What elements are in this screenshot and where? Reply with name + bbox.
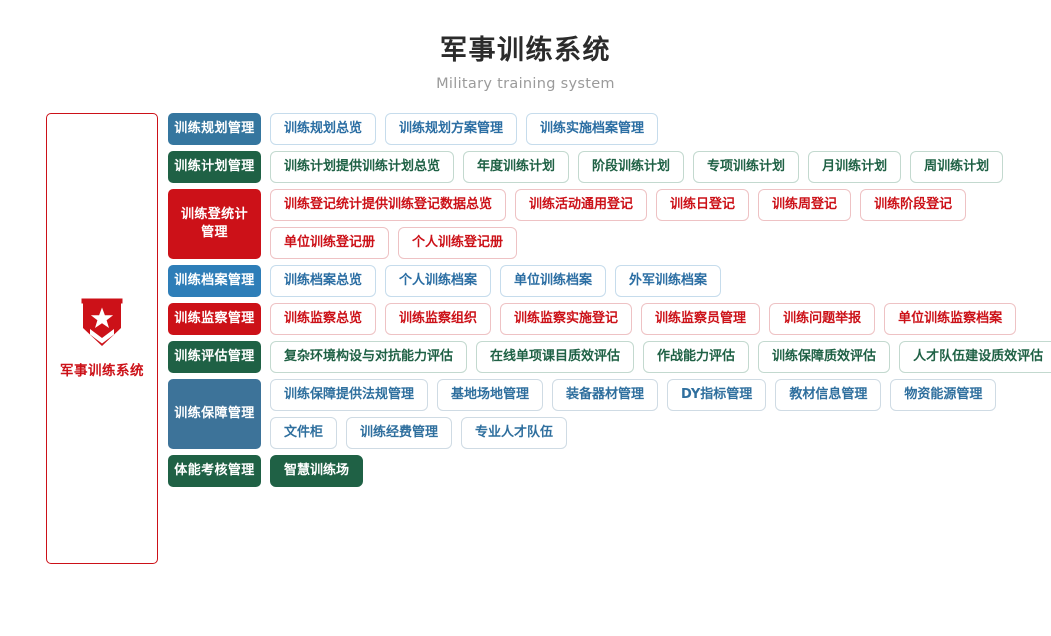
- module-item-button[interactable]: 训练保障质效评估: [758, 340, 891, 373]
- module-item-button[interactable]: 训练监察总览: [270, 302, 377, 335]
- module-row: 训练规划管理 训练规划总览 训练规划方案管理 训练实施档案管理: [168, 112, 1051, 145]
- module-item-button[interactable]: 单位训练监察档案: [884, 302, 1017, 335]
- module-item-button[interactable]: 训练计划提供训练计划总览: [270, 150, 455, 183]
- module-category-button[interactable]: 训练登统计 管理: [168, 188, 261, 259]
- module-item-line: 训练档案总览 个人训练档案 单位训练档案 外军训练档案: [270, 264, 1051, 297]
- module-item-button[interactable]: 年度训练计划: [463, 150, 570, 183]
- module-row: 训练评估管理 复杂环境构设与对抗能力评估 在线单项课目质效评估 作战能力评估 训练保障质…: [168, 340, 1051, 373]
- module-item-group: 训练保障提供法规管理 基地场地管理 装备器材管理 DY指标管理 教材信息管理 物资能源管理…: [270, 378, 1051, 449]
- module-row: 训练监察管理 训练监察总览 训练监察组织 训练监察实施登记 训练监察员管理 训练问题举报单…: [168, 302, 1051, 335]
- module-item-button[interactable]: 月训练计划: [808, 150, 902, 183]
- module-category-button[interactable]: 训练评估管理: [168, 340, 261, 373]
- module-item-button[interactable]: 作战能力评估: [643, 340, 750, 373]
- module-item-group: 训练规划总览 训练规划方案管理 训练实施档案管理: [270, 112, 1051, 145]
- module-item-button[interactable]: 训练档案总览: [270, 264, 377, 297]
- module-item-line: 文件柜 训练经费管理 专业人才队伍: [270, 416, 1051, 449]
- module-item-button[interactable]: 训练保障提供法规管理: [270, 378, 429, 411]
- module-item-button[interactable]: 装备器材管理: [552, 378, 659, 411]
- sidebar: 军事训练系统: [46, 112, 158, 564]
- page-header: 军事训练系统 Military training system: [0, 0, 1051, 92]
- module-item-line: 训练登记统计提供训练登记数据总览 训练活动通用登记 训练日登记 训练周登记 训练阶段登记: [270, 188, 1051, 221]
- module-row: 训练计划管理 训练计划提供训练计划总览 年度训练计划 阶段训练计划 专项训练计划 月训练计…: [168, 150, 1051, 183]
- module-item-button[interactable]: 阶段训练计划: [578, 150, 685, 183]
- module-item-line: 训练保障提供法规管理 基地场地管理 装备器材管理 DY指标管理 教材信息管理 物资能源管理: [270, 378, 1051, 411]
- module-item-line: 训练监察总览 训练监察组织 训练监察实施登记 训练监察员管理 训练问题举报 单位训练监察档…: [270, 302, 1051, 335]
- module-item-button[interactable]: 训练阶段登记: [860, 188, 967, 221]
- module-item-button[interactable]: 文件柜: [270, 416, 338, 449]
- module-row: 训练保障管理 训练保障提供法规管理 基地场地管理 装备器材管理 DY指标管理 教材信息管理…: [168, 378, 1051, 449]
- module-category-button[interactable]: 训练规划管理: [168, 112, 261, 145]
- module-item-button[interactable]: 教材信息管理: [775, 378, 882, 411]
- module-item-button[interactable]: 个人训练登记册: [398, 226, 518, 259]
- page-title: 军事训练系统: [440, 35, 611, 66]
- page-body: 军事训练系统 训练规划管理 训练规划总览 训练规划方案管理 训练实施档案管理 训练计划管…: [0, 92, 1051, 564]
- module-row: 体能考核管理 智慧训练场: [168, 454, 1051, 487]
- module-rows: 训练规划管理 训练规划总览 训练规划方案管理 训练实施档案管理 训练计划管理 训练计划提供…: [168, 112, 1051, 493]
- module-item-button[interactable]: 训练日登记: [656, 188, 750, 221]
- module-item-button[interactable]: 专项训练计划: [693, 150, 800, 183]
- module-item-button[interactable]: 训练问题举报: [769, 302, 876, 335]
- sidebar-system-name: 军事训练系统: [60, 362, 144, 379]
- module-item-button[interactable]: 物资能源管理: [890, 378, 997, 411]
- module-item-button[interactable]: DY指标管理: [667, 378, 767, 411]
- module-item-line: 单位训练登记册 个人训练登记册: [270, 226, 1051, 259]
- module-item-button[interactable]: 训练监察实施登记: [500, 302, 633, 335]
- module-category-button[interactable]: 训练计划管理: [168, 150, 261, 183]
- module-item-button[interactable]: 训练实施档案管理: [526, 112, 659, 145]
- module-item-line: 训练计划提供训练计划总览 年度训练计划 阶段训练计划 专项训练计划 月训练计划 周训练计划: [270, 150, 1051, 183]
- module-category-button[interactable]: 训练监察管理: [168, 302, 261, 335]
- module-row: 训练档案管理 训练档案总览 个人训练档案 单位训练档案 外军训练档案: [168, 264, 1051, 297]
- module-item-button[interactable]: 训练规划总览: [270, 112, 377, 145]
- module-item-button[interactable]: 单位训练档案: [500, 264, 607, 297]
- module-item-button[interactable]: 训练监察组织: [385, 302, 492, 335]
- page-subtitle: Military training system: [436, 75, 615, 92]
- module-item-button[interactable]: 周训练计划: [910, 150, 1004, 183]
- module-item-group: 训练档案总览 个人训练档案 单位训练档案 外军训练档案: [270, 264, 1051, 297]
- module-row: 训练登统计 管理 训练登记统计提供训练登记数据总览 训练活动通用登记 训练日登记 训练周…: [168, 188, 1051, 259]
- module-item-group: 训练监察总览 训练监察组织 训练监察实施登记 训练监察员管理 训练问题举报 单位训练监察档…: [270, 302, 1051, 335]
- military-badge-icon: [80, 298, 124, 350]
- module-category-button[interactable]: 体能考核管理: [168, 454, 261, 487]
- module-item-button[interactable]: 训练规划方案管理: [385, 112, 518, 145]
- module-item-button[interactable]: 人才队伍建设质效评估: [899, 340, 1051, 373]
- module-item-button[interactable]: 复杂环境构设与对抗能力评估: [270, 340, 468, 373]
- module-item-button[interactable]: 智慧训练场: [270, 454, 364, 487]
- module-item-button[interactable]: 训练登记统计提供训练登记数据总览: [270, 188, 507, 221]
- module-category-button[interactable]: 训练档案管理: [168, 264, 261, 297]
- module-item-group: 智慧训练场: [270, 454, 1051, 487]
- module-item-button[interactable]: 专业人才队伍: [461, 416, 568, 449]
- module-item-group: 复杂环境构设与对抗能力评估 在线单项课目质效评估 作战能力评估 训练保障质效评估 人才队…: [270, 340, 1051, 373]
- module-item-button[interactable]: 个人训练档案: [385, 264, 492, 297]
- module-item-line: 复杂环境构设与对抗能力评估 在线单项课目质效评估 作战能力评估 训练保障质效评估 人才队…: [270, 340, 1051, 373]
- module-item-button[interactable]: 基地场地管理: [437, 378, 544, 411]
- module-item-button[interactable]: 在线单项课目质效评估: [476, 340, 635, 373]
- module-item-button[interactable]: 外军训练档案: [615, 264, 722, 297]
- module-item-group: 训练登记统计提供训练登记数据总览 训练活动通用登记 训练日登记 训练周登记 训练阶段登记…: [270, 188, 1051, 259]
- module-item-button[interactable]: 训练经费管理: [346, 416, 453, 449]
- module-item-button[interactable]: 训练活动通用登记: [515, 188, 648, 221]
- module-item-button[interactable]: 训练监察员管理: [641, 302, 761, 335]
- module-item-button[interactable]: 单位训练登记册: [270, 226, 390, 259]
- module-item-line: 智慧训练场: [270, 454, 1051, 487]
- module-item-button[interactable]: 训练周登记: [758, 188, 852, 221]
- module-category-button[interactable]: 训练保障管理: [168, 378, 261, 449]
- module-item-line: 训练规划总览 训练规划方案管理 训练实施档案管理: [270, 112, 1051, 145]
- module-item-group: 训练计划提供训练计划总览 年度训练计划 阶段训练计划 专项训练计划 月训练计划 周训练计划: [270, 150, 1051, 183]
